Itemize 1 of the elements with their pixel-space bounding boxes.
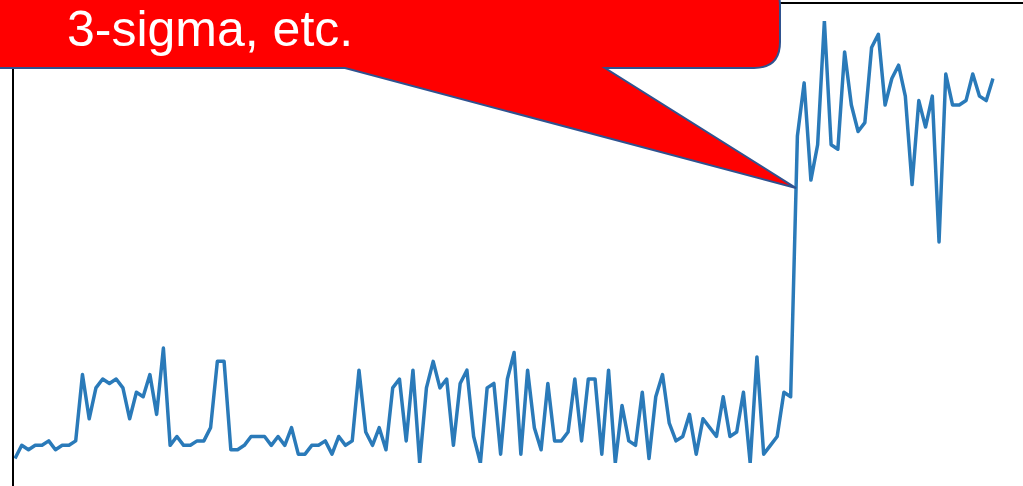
annotation: 3-sigma, etc. <box>67 1 354 57</box>
